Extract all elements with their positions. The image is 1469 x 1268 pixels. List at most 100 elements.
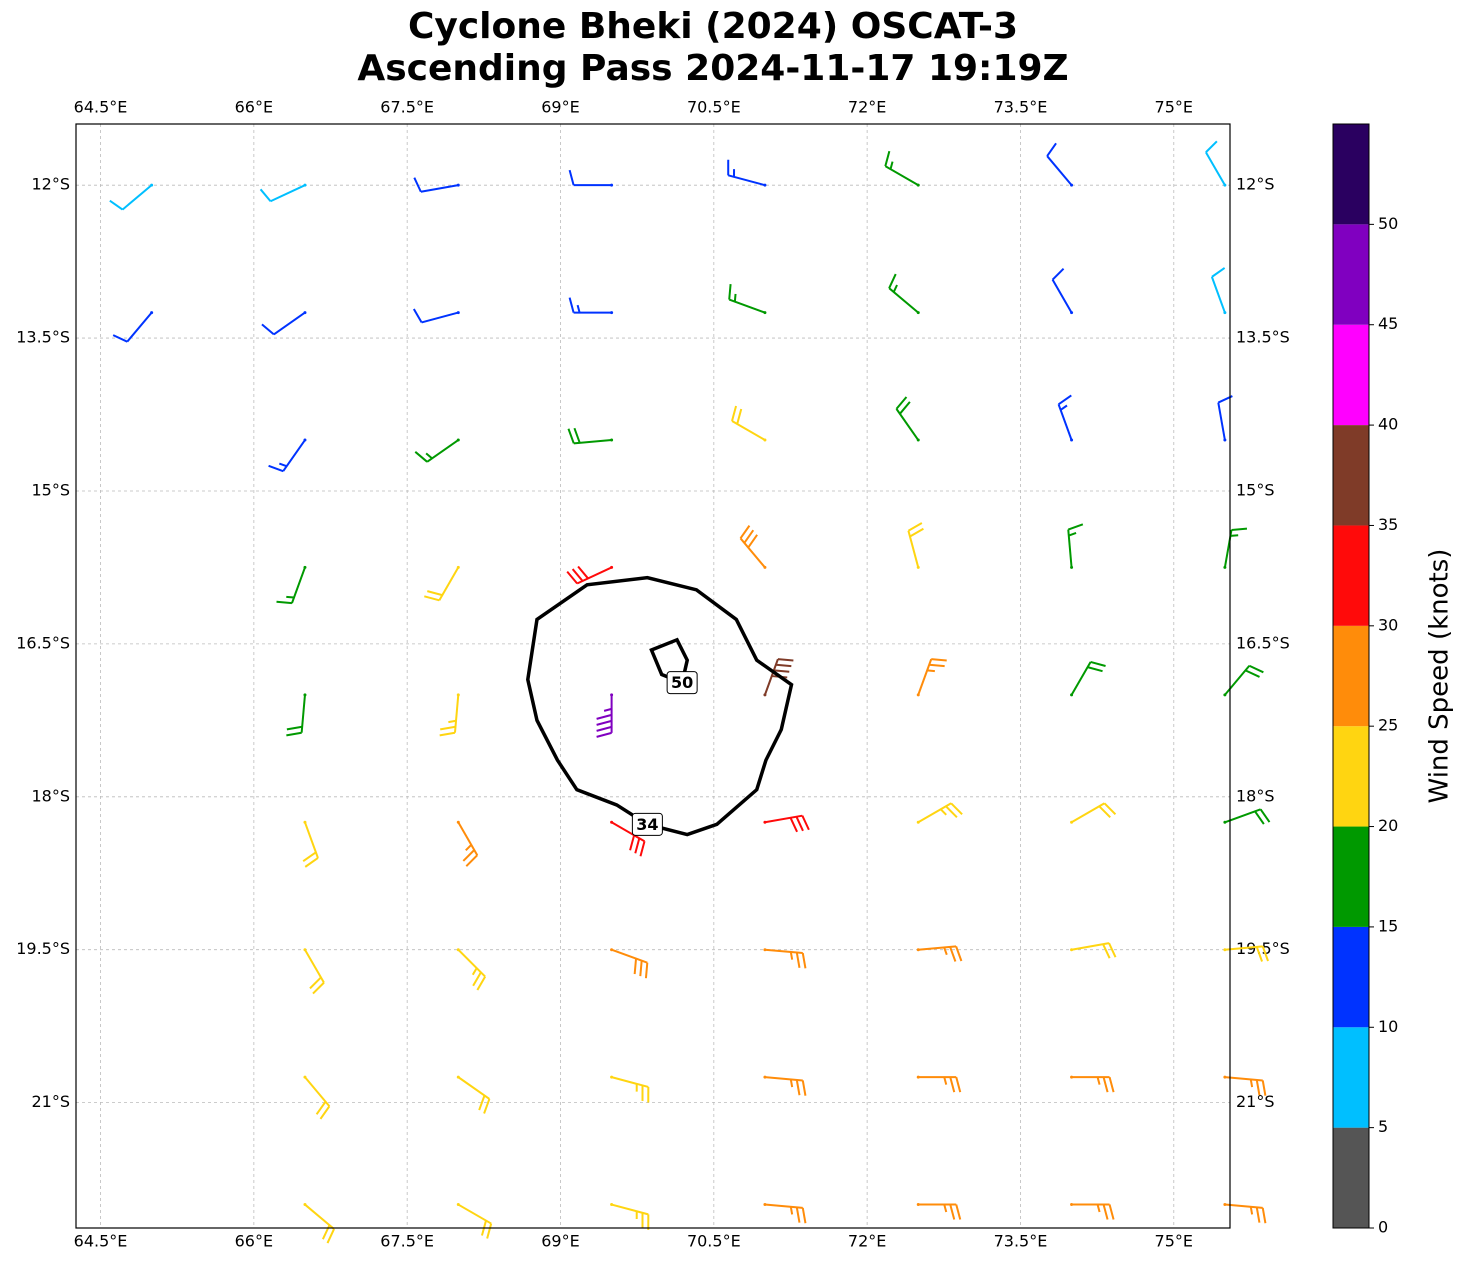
barb-base (303, 439, 306, 442)
colorbar-tick-label: 25 (1378, 716, 1398, 735)
barb-feather (885, 151, 889, 166)
barb-base (303, 1203, 306, 1206)
barb-staff (1206, 152, 1225, 185)
barb-feather (1110, 1205, 1114, 1220)
y-tick-label: 16.5°S (1236, 633, 1290, 652)
barb-half-feather (944, 947, 947, 954)
barb-feather (635, 838, 639, 853)
wind-barb (414, 178, 459, 192)
barb-base (1223, 184, 1226, 187)
barb-feather (1047, 143, 1056, 156)
barb-feather (477, 977, 485, 990)
y-tick-label: 15°S (1236, 480, 1275, 499)
x-tick-label: 66°E (235, 1232, 273, 1251)
barb-feather (1104, 1077, 1108, 1092)
barb-half-feather (1098, 1077, 1100, 1085)
barb-feather (796, 817, 803, 831)
barb-feather (1110, 1077, 1114, 1092)
wind-barb (610, 1076, 648, 1103)
barb-base (917, 566, 920, 569)
barb-feather (729, 284, 730, 299)
wind-barb (1212, 268, 1226, 314)
wind-barb (262, 311, 307, 334)
barb-half-feather (791, 952, 792, 960)
colorbar-segment (1333, 726, 1369, 826)
wind-barb (1070, 1203, 1114, 1220)
barb-base (610, 821, 613, 824)
barb-feather (774, 670, 789, 671)
wind-barb (763, 1076, 805, 1096)
wind-barb (440, 693, 460, 735)
wind-barb (457, 821, 478, 866)
wind-contour (528, 578, 792, 835)
barb-staff (1212, 277, 1225, 313)
x-tick-label: 75°E (1155, 98, 1193, 117)
barb-feather (597, 733, 612, 737)
barb-feather (630, 835, 634, 850)
barb-base (763, 184, 766, 187)
barb-half-feather (604, 709, 612, 711)
barb-feather (269, 466, 284, 471)
x-tick-label: 73.5°E (994, 1232, 1048, 1251)
barb-feather (286, 733, 301, 736)
barb-base (457, 1203, 460, 1206)
barb-feather (414, 309, 422, 322)
barb-feather (570, 170, 574, 185)
barb-base (763, 1076, 766, 1079)
barb-feather (1053, 269, 1064, 280)
barb-base (1070, 184, 1073, 187)
barb-feather (487, 1224, 491, 1239)
barb-staff (1218, 403, 1225, 440)
barb-half-feather (735, 294, 736, 302)
barb-feather (635, 959, 636, 974)
barb-base (917, 439, 920, 442)
barb-feather (262, 324, 274, 334)
barb-feather (597, 721, 612, 725)
barb-base (1070, 1203, 1073, 1206)
x-tick-label: 73.5°E (994, 98, 1048, 117)
barb-base (150, 311, 153, 314)
wind-barb (1068, 524, 1083, 569)
title-line: Cyclone Bheki (2024) OSCAT-3 (408, 6, 1018, 47)
barb-staff (421, 185, 458, 192)
barb-feather (929, 665, 944, 666)
barb-half-feather (279, 464, 286, 467)
barb-base (457, 821, 460, 824)
barb-half-feather (1230, 535, 1238, 536)
wind-barb (917, 1076, 961, 1093)
barb-feather (908, 523, 921, 531)
barb-base (1223, 821, 1226, 824)
y-tick-label: 12°S (1236, 175, 1275, 194)
barb-base (763, 821, 766, 824)
x-tick-label: 67.5°E (380, 98, 434, 117)
barb-base (303, 693, 306, 696)
barb-base (1223, 566, 1226, 569)
wind-barb (610, 1203, 648, 1230)
wind-barb (885, 151, 919, 186)
barb-feather (931, 659, 946, 660)
wind-barb (1223, 529, 1247, 569)
barb-base (1223, 693, 1226, 696)
barb-staff (271, 185, 305, 201)
wind-barb (597, 693, 614, 737)
colorbar-tick-label: 10 (1378, 1017, 1398, 1036)
wind-barb (276, 566, 306, 603)
barb-half-feather (944, 1077, 946, 1085)
colorbar-segment (1333, 827, 1369, 927)
colorbar-segment (1333, 124, 1369, 224)
barb-feather (327, 1229, 334, 1243)
barb-base (457, 1076, 460, 1079)
wind-barb (1059, 395, 1073, 441)
wind-barb (917, 946, 962, 961)
barb-feather (956, 946, 961, 961)
barb-feather (732, 406, 736, 421)
wind-barb (303, 948, 324, 993)
barb-feather (440, 727, 455, 730)
barb-feather (640, 841, 644, 856)
barb-base (917, 1076, 920, 1079)
barb-base (917, 821, 920, 824)
wind-barb (917, 1203, 961, 1220)
wind-barb (728, 160, 766, 187)
contour-label: 50 (671, 673, 693, 692)
